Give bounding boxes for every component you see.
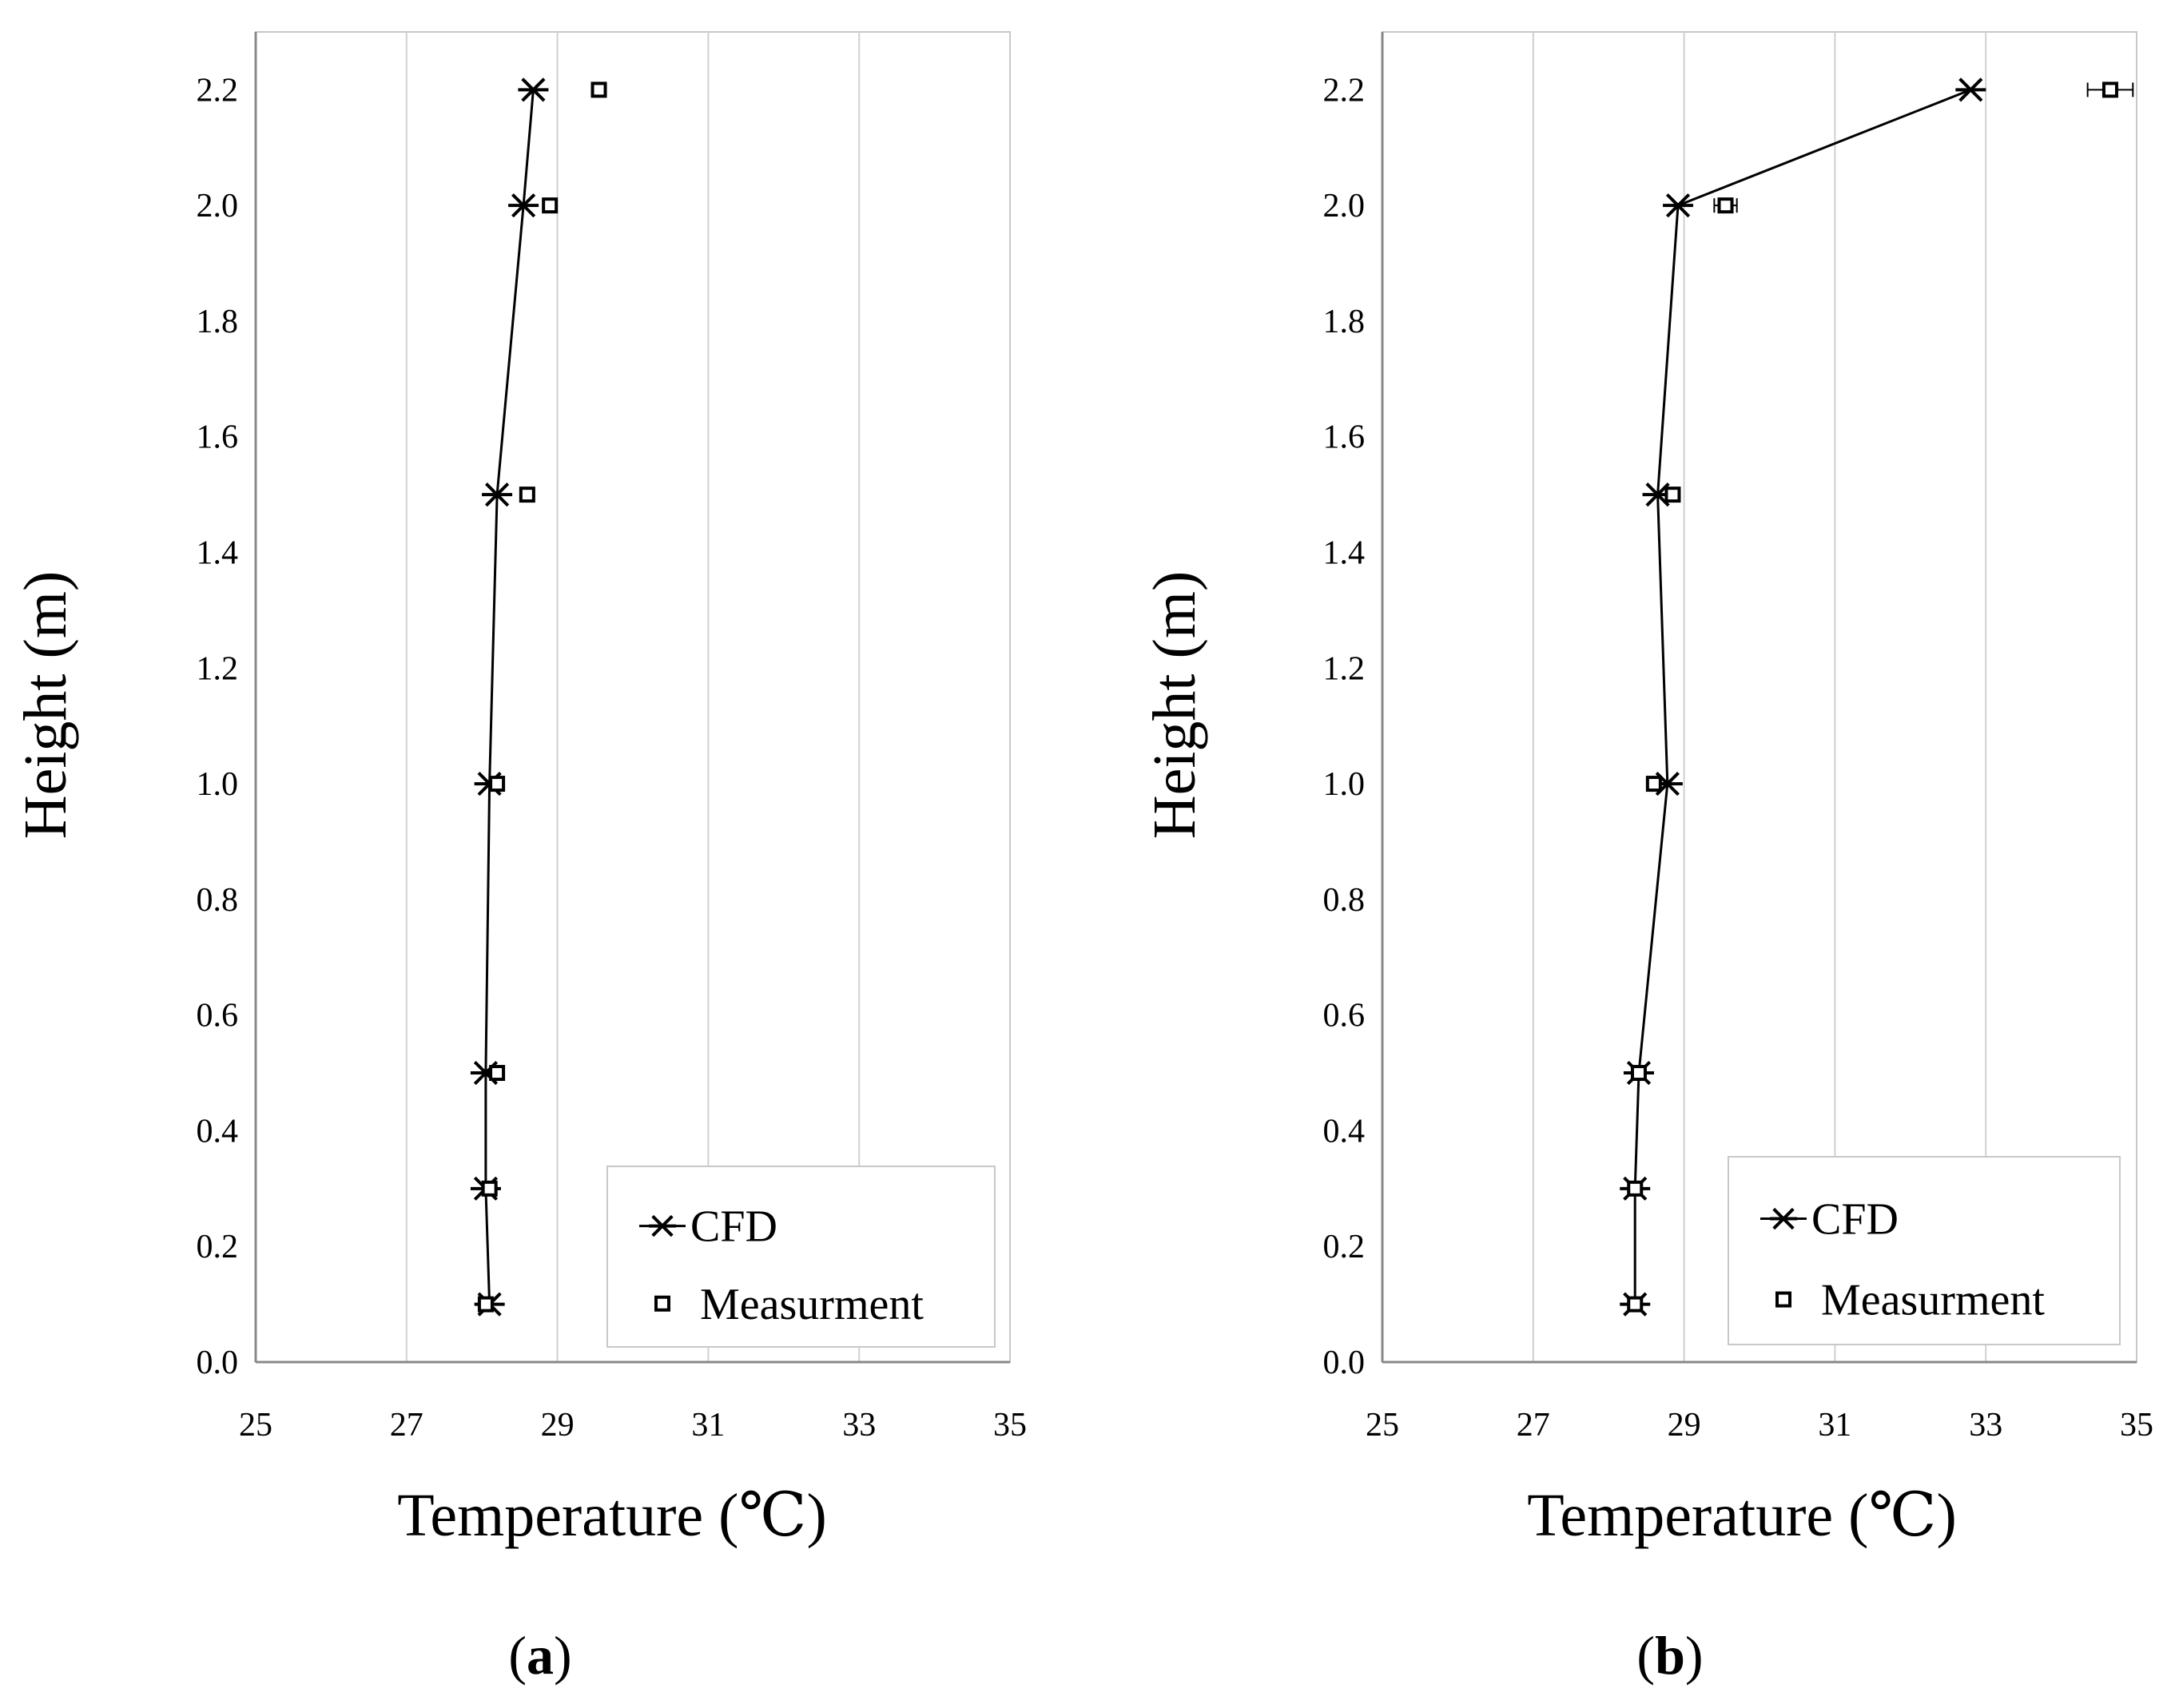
measurement-point [489,776,506,792]
legend-label-cfd: CFD [690,1202,777,1252]
y-tick-label: 0.4 [197,1113,239,1150]
y-tick-label: 0.8 [197,882,239,919]
cfd-line [1633,89,1971,1305]
measurement-point [1630,1065,1647,1082]
x-tick-label: 29 [1668,1407,1701,1444]
panel-label: (a) [508,1625,571,1686]
x-tick-label: 31 [1818,1407,1851,1444]
x-tick-label: 33 [842,1407,876,1444]
measurement-point [481,1180,498,1197]
measurement-point [1627,1180,1644,1197]
measurement-point [1664,487,1681,503]
legend-cfd-marker [1770,1207,1797,1230]
legend-label-cfd: CFD [1811,1195,1899,1245]
y-tick-label: 1.0 [1323,766,1366,803]
x-tick-label: 25 [1366,1407,1399,1444]
y-tick-label: 0.2 [197,1229,239,1265]
measurement-point [1645,776,1662,792]
y-tick-label: 0.6 [197,998,239,1035]
y-tick-label: 0.0 [1323,1345,1366,1381]
x-tick-label: 35 [2120,1407,2153,1444]
measurement-point [477,1296,494,1313]
y-tick-label: 1.2 [1323,650,1366,687]
panel-label: (b) [1636,1625,1703,1686]
x-tick-label: 33 [1969,1407,2002,1444]
chart-panel-a: 0.0 0.2 0.4 0.6 0.8 1.0 1.2 1.4 1.6 1.8 2.0 2.2 25 27… [12,31,1027,1686]
y-tick-label: 0.2 [1323,1229,1366,1265]
x-axis-title: Temperature (℃) [1527,1482,1957,1549]
legend-cfd-marker [649,1214,676,1237]
x-tick-label: 35 [993,1407,1027,1444]
y-tick-label: 1.2 [197,650,239,687]
legend-box [606,1166,996,1348]
cfd-point [518,77,549,102]
x-tick-label: 25 [239,1407,272,1444]
series-cfd [1620,77,1986,1317]
measurement-point [519,487,535,503]
legend-label-measurement: Measurment [700,1280,924,1329]
y-tick-label: 1.8 [1323,304,1366,340]
x-tick-label: 31 [691,1407,725,1444]
series-measurment [1627,81,2134,1313]
y-tick-label: 1.4 [1323,535,1366,572]
y-axis-title: Height (m) [12,571,79,840]
plot-area [255,31,1011,1363]
series-cfd [470,77,549,1317]
y-tick-label: 2.2 [197,72,239,109]
y-tick-label: 1.8 [197,304,239,340]
y-tick-label: 0.4 [1323,1113,1366,1150]
y-tick-label: 1.4 [197,535,239,572]
legend-box [1728,1156,2121,1345]
chart-panel-b: 0.0 0.2 0.4 0.6 0.8 1.0 1.2 1.4 1.6 1.8 2.0 2.2 25 27… [1141,31,2153,1686]
y-tick-label: 1.6 [1323,419,1366,456]
legend-label-measurement: Measurment [1821,1276,2045,1325]
x-axis-title: Temperature (℃) [397,1482,827,1549]
legend: CFD Measurment [1728,1156,2121,1345]
x-tick-label: 27 [390,1407,423,1444]
y-tick-label: 0.0 [197,1345,239,1381]
y-tick-label: 2.0 [197,188,239,224]
x-tick-label: 29 [541,1407,575,1444]
cfd-line [484,89,535,1305]
legend-measurement-marker [654,1295,670,1312]
series-measurment [477,81,607,1313]
y-tick-label: 0.6 [1323,998,1366,1035]
y-tick-label: 1.0 [197,766,239,803]
cfd-point [1955,77,1986,102]
measurement-point [489,1065,506,1082]
legend-measurement-marker [1775,1291,1791,1308]
y-tick-label: 1.6 [197,419,239,456]
cfd-point [482,483,513,507]
cfd-point [1663,193,1694,218]
y-tick-label: 2.0 [1323,188,1366,224]
measurement-point [2101,81,2118,98]
y-tick-label: 2.2 [1323,72,1366,109]
legend: CFD Measurment [606,1166,996,1348]
measurement-point [1627,1296,1644,1313]
measurement-point [590,81,607,98]
y-tick-label: 0.8 [1323,882,1366,919]
y-axis-title: Height (m) [1141,571,1208,840]
measurement-point [542,197,559,214]
cfd-point [508,193,539,218]
measurement-point [1717,197,1734,214]
x-tick-label: 27 [1517,1407,1550,1444]
